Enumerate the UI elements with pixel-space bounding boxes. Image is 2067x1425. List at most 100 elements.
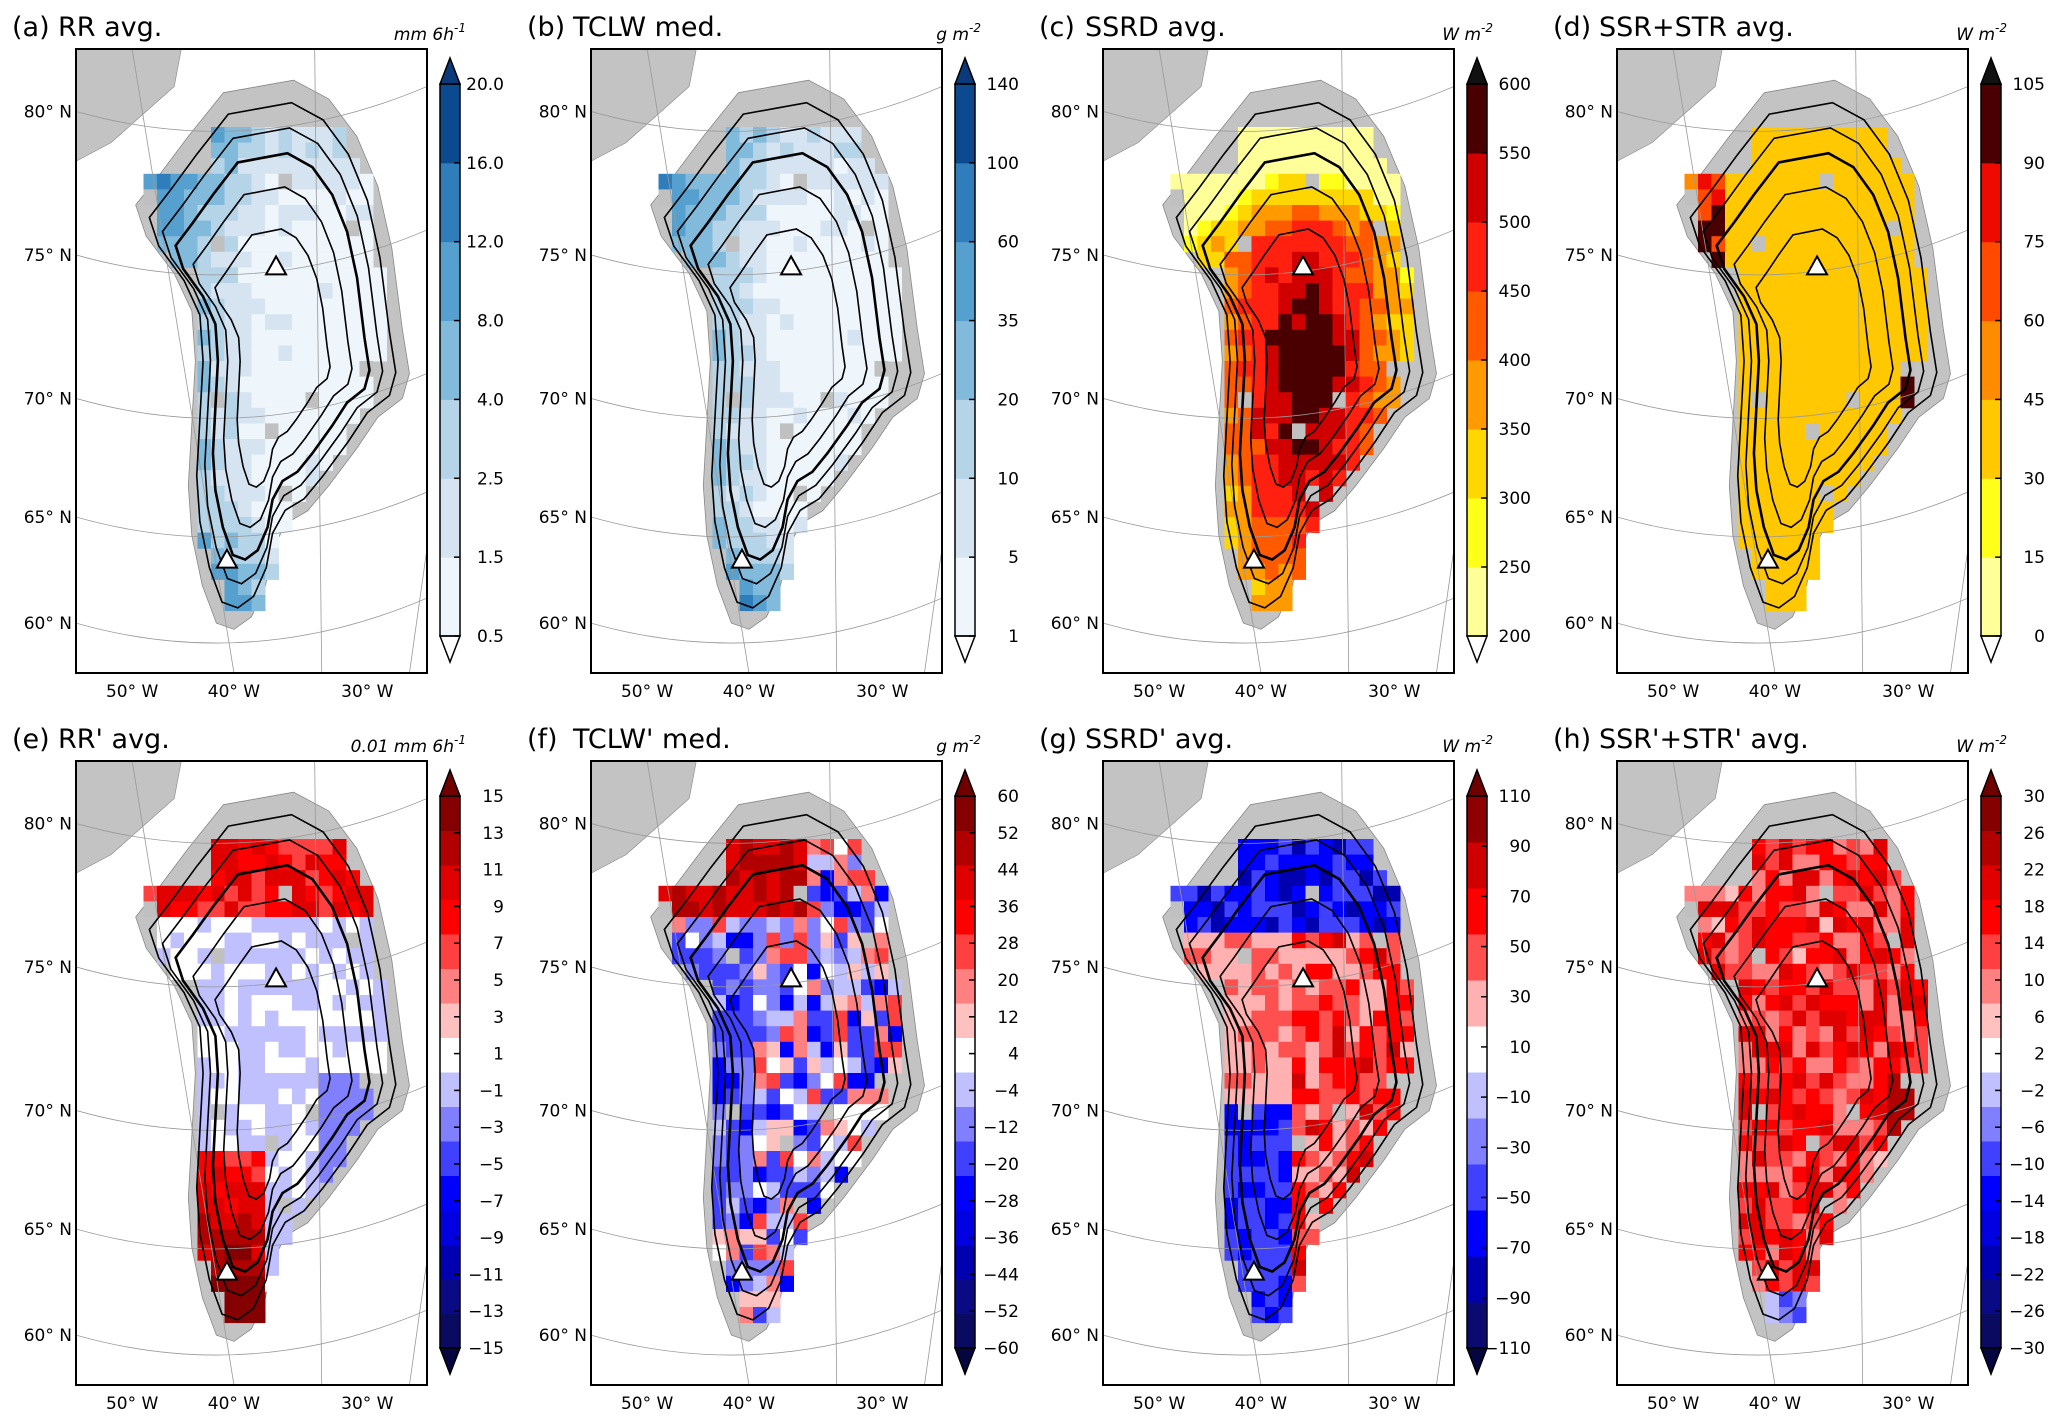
grid-cell bbox=[1278, 595, 1293, 612]
grid-cell bbox=[847, 345, 862, 362]
grid-cell bbox=[346, 361, 360, 378]
grid-cell bbox=[1292, 1057, 1306, 1074]
colorbar-segment bbox=[955, 320, 975, 400]
latitude-line bbox=[591, 597, 942, 644]
grid-cell bbox=[319, 839, 333, 856]
grid-cell bbox=[766, 517, 781, 534]
grid-cell bbox=[238, 1213, 252, 1230]
grid-cell bbox=[197, 423, 212, 440]
colorbar-tick-label: 0.5 bbox=[477, 627, 504, 647]
grid-cell bbox=[1792, 517, 1807, 534]
latitude-line bbox=[591, 491, 942, 538]
grid-cell bbox=[1332, 979, 1347, 996]
grid-cell bbox=[1224, 205, 1239, 222]
grid-cell bbox=[1779, 439, 1793, 456]
grid-cell bbox=[238, 392, 252, 409]
grid-cell bbox=[1346, 361, 1360, 378]
colorbar-segment bbox=[1981, 557, 2001, 637]
colorbar-extend-low bbox=[1979, 1347, 2003, 1377]
grid-cell bbox=[766, 158, 781, 175]
elevation-contour bbox=[1188, 127, 1411, 585]
grid-cell bbox=[780, 298, 794, 315]
grid-cell bbox=[793, 407, 808, 424]
grid-cell bbox=[1278, 1166, 1293, 1183]
grid-cell bbox=[1319, 423, 1333, 440]
grid-cell bbox=[753, 376, 767, 393]
map-area bbox=[1103, 761, 1454, 1385]
grid-cell bbox=[1346, 127, 1360, 144]
grid-cell bbox=[888, 979, 902, 996]
grid-cell bbox=[346, 298, 360, 315]
grid-cell bbox=[1738, 1073, 1753, 1090]
colorbar-tick-label: 11 bbox=[482, 861, 504, 881]
map-frame bbox=[1616, 48, 1969, 674]
grid-cell bbox=[820, 1119, 835, 1136]
latitude-line bbox=[76, 86, 427, 132]
grid-cell bbox=[1238, 1041, 1252, 1058]
grid-cell bbox=[1846, 1166, 1861, 1183]
grid-cell bbox=[888, 267, 902, 284]
grid-cell bbox=[359, 283, 374, 300]
grid-cell bbox=[1332, 205, 1347, 222]
grid-cell bbox=[292, 1026, 306, 1043]
grid-cell bbox=[292, 314, 306, 331]
grid-cell bbox=[184, 885, 198, 902]
grid-cell bbox=[1765, 173, 1780, 190]
grid-cell bbox=[1806, 283, 1820, 300]
grid-cell bbox=[793, 1057, 808, 1074]
grid-cell bbox=[1887, 283, 1901, 300]
grid-cell bbox=[224, 283, 239, 300]
colorbar-tick-label: 8.0 bbox=[477, 312, 504, 332]
grid-cell bbox=[1184, 885, 1198, 902]
colorbar-extend-low bbox=[438, 635, 462, 665]
grid-cell bbox=[1292, 1275, 1306, 1292]
grid-cell bbox=[1346, 454, 1360, 471]
grid-cell bbox=[1238, 283, 1252, 300]
grid-cell bbox=[1738, 361, 1753, 378]
grid-cell bbox=[780, 189, 794, 206]
grid-cell bbox=[1319, 1197, 1333, 1214]
grid-cell bbox=[1278, 1197, 1293, 1214]
grid-cell bbox=[1251, 932, 1266, 949]
grid-cell bbox=[1860, 127, 1874, 144]
grid-cell bbox=[238, 142, 252, 159]
grid-cell bbox=[1292, 1088, 1306, 1105]
grid-cell bbox=[224, 870, 239, 887]
canada-landmass bbox=[1617, 49, 1723, 162]
longitude-line bbox=[1341, 761, 1350, 1385]
grid-cell bbox=[1251, 158, 1266, 175]
grid-cell bbox=[1819, 127, 1834, 144]
grid-cell bbox=[224, 932, 239, 949]
grid-cell bbox=[1819, 251, 1834, 268]
grid-cell bbox=[1779, 1260, 1793, 1277]
colorbar-tick-label: 7 bbox=[493, 934, 504, 954]
grid-cell bbox=[1359, 423, 1374, 440]
grid-cell bbox=[793, 236, 808, 253]
grid-cell bbox=[766, 485, 781, 502]
colorbar-segment bbox=[440, 241, 460, 322]
grid-cell bbox=[1779, 1057, 1793, 1074]
grid-cell bbox=[1725, 236, 1739, 253]
grid-cell bbox=[807, 220, 821, 237]
grid-cell bbox=[1238, 995, 1252, 1012]
grid-cell bbox=[265, 948, 279, 965]
grid-cell bbox=[753, 1041, 767, 1058]
missing-cell bbox=[143, 901, 158, 918]
grid-cell bbox=[278, 329, 293, 346]
grid-cell bbox=[170, 901, 185, 918]
grid-cell bbox=[1765, 298, 1780, 315]
grid-cell bbox=[1251, 1119, 1266, 1136]
grid-cell bbox=[834, 376, 848, 393]
grid-cell bbox=[1779, 485, 1793, 502]
grid-cell bbox=[265, 314, 279, 331]
grid-cell bbox=[1819, 361, 1834, 378]
grid-cell bbox=[1292, 995, 1306, 1012]
grid-cell bbox=[1238, 854, 1252, 871]
grid-cell bbox=[1765, 1166, 1780, 1183]
grid-cell bbox=[739, 579, 754, 596]
missing-cell bbox=[874, 1073, 889, 1090]
grid-cell bbox=[1332, 251, 1347, 268]
grid-cell bbox=[834, 189, 848, 206]
grid-cell bbox=[1846, 917, 1861, 934]
longitude-line bbox=[1436, 545, 1454, 673]
